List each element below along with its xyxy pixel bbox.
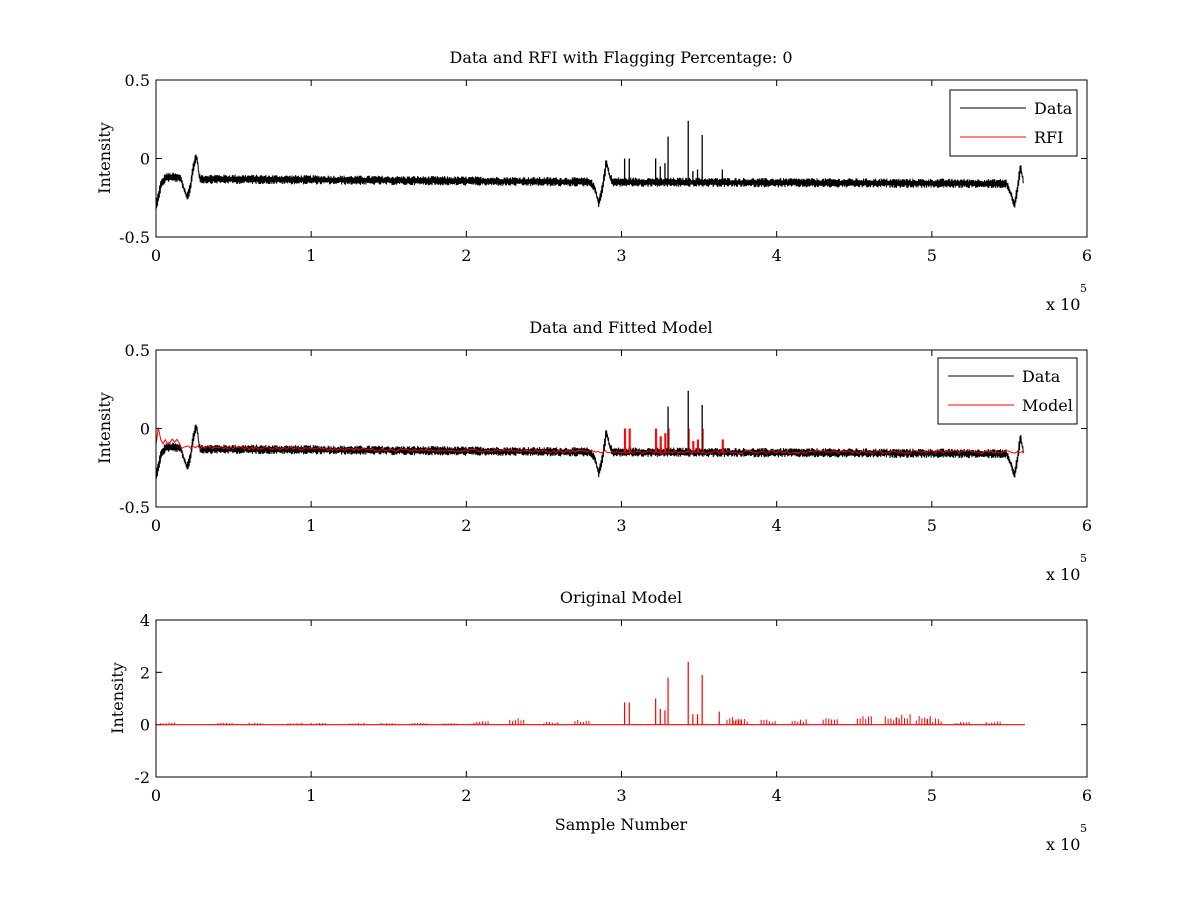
x-tick-label: 1 xyxy=(306,516,316,535)
panel-1-title: Data and RFI with Flagging Percentage: 0 xyxy=(449,48,792,67)
x-tick-label: 3 xyxy=(616,246,626,265)
x-tick-label: 2 xyxy=(461,246,471,265)
panel-2-title: Data and Fitted Model xyxy=(529,318,712,337)
legend-box xyxy=(949,89,1078,157)
panel-2: Data and Fitted Model Intensity x 10 5 xyxy=(95,318,1087,584)
panel-3-ylabel: Intensity xyxy=(108,662,127,734)
legend-label: Data xyxy=(1022,367,1061,386)
panel-2-ylabel: Intensity xyxy=(95,392,114,464)
x-tick-label: 5 xyxy=(927,786,937,805)
panel-1-ylabel: Intensity xyxy=(95,122,114,194)
plot-content xyxy=(156,120,1024,209)
model-series-line xyxy=(156,427,1025,455)
y-tick-label: 0 xyxy=(140,716,150,735)
panel-3-exponent-power: 5 xyxy=(1080,822,1087,835)
panel-3-xlabel: Sample Number xyxy=(555,815,688,834)
x-tick-label: 4 xyxy=(772,516,782,535)
plot-content xyxy=(156,661,1025,726)
x-tick-label: 4 xyxy=(772,786,782,805)
y-tick-label: 0 xyxy=(140,150,150,169)
panel-1-exponent-power: 5 xyxy=(1080,282,1087,295)
legend: Data RFI xyxy=(949,89,1078,157)
data-series-line xyxy=(156,154,1024,209)
panel-3-exponent-base: x 10 xyxy=(1046,835,1080,854)
panel-3: Original Model Intensity Sample Number x… xyxy=(108,588,1087,854)
x-tick-label: 0 xyxy=(151,516,161,535)
x-tick-label: 2 xyxy=(461,516,471,535)
x-tick-label: 0 xyxy=(151,246,161,265)
plot-area xyxy=(156,620,1087,777)
y-tick-label: -2 xyxy=(134,768,150,787)
plot-area xyxy=(156,80,1087,237)
y-tick-label: 0.5 xyxy=(125,71,150,90)
x-tick-label: 5 xyxy=(927,246,937,265)
x-tick-label: 3 xyxy=(616,786,626,805)
y-tick-label: 0.5 xyxy=(125,341,150,360)
x-tick-label: 0 xyxy=(151,786,161,805)
y-tick-label: 0 xyxy=(140,420,150,439)
x-tick-label: 2 xyxy=(461,786,471,805)
legend-box xyxy=(937,357,1078,425)
y-tick-label: -0.5 xyxy=(119,228,150,247)
y-tick-label: 4 xyxy=(140,611,150,630)
axes-frame xyxy=(155,79,1088,238)
panel-2-exponent-power: 5 xyxy=(1080,552,1087,565)
x-tick-label: 6 xyxy=(1082,786,1092,805)
plot-content xyxy=(156,390,1025,479)
panel-1-exponent-base: x 10 xyxy=(1046,295,1080,314)
y-tick-label: 2 xyxy=(140,663,150,682)
x-tick-label: 5 xyxy=(927,516,937,535)
axes-frame xyxy=(155,349,1088,508)
x-tick-label: 6 xyxy=(1082,516,1092,535)
plot-area xyxy=(156,350,1087,507)
x-tick-label: 6 xyxy=(1082,246,1092,265)
x-tick-label: 1 xyxy=(306,786,316,805)
legend-label: RFI xyxy=(1034,128,1063,147)
axes-frame xyxy=(155,619,1088,778)
x-tick-label: 1 xyxy=(306,246,316,265)
x-tick-label: 4 xyxy=(772,246,782,265)
panel-1: Data and RFI with Flagging Percentage: 0… xyxy=(95,48,1087,314)
legend: Data Model xyxy=(937,357,1078,425)
y-tick-label: -0.5 xyxy=(119,498,150,517)
legend-label: Data xyxy=(1034,99,1073,118)
panel-3-title: Original Model xyxy=(560,588,682,607)
legend-label: Model xyxy=(1022,396,1073,415)
x-tick-label: 3 xyxy=(616,516,626,535)
panel-2-exponent-base: x 10 xyxy=(1046,565,1080,584)
